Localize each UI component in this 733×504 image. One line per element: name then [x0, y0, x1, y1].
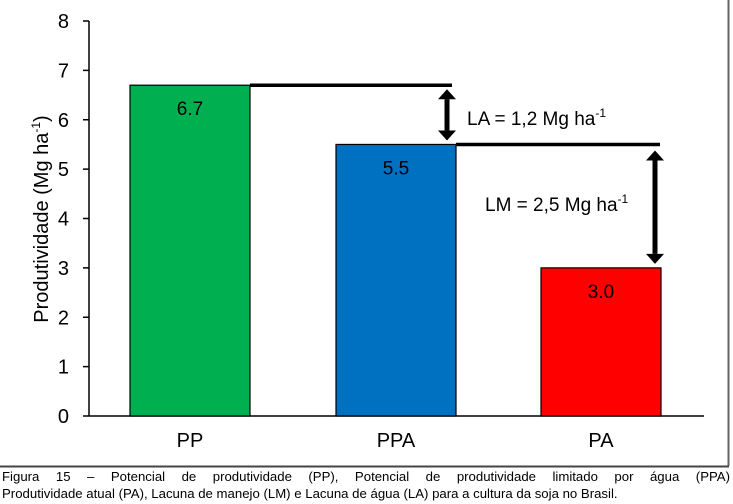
figure-caption-line-2: Produtividade atual (PA), Lacuna de mane…: [2, 486, 618, 501]
y-tick-label: 5: [58, 159, 69, 181]
bar-ppa: [335, 143, 457, 417]
y-tick-label: 3: [58, 258, 69, 280]
arrow-head-up: [438, 89, 456, 100]
x-category-label: PA: [588, 430, 614, 452]
y-tick-label: 0: [58, 406, 69, 428]
y-tick-label: 4: [58, 209, 69, 231]
bars: 6.7 PP 5.5 PPA 3.0 PA: [129, 84, 662, 452]
bar-pa: [540, 267, 662, 417]
figure-caption-line-1: Figura 15 – Potencial de produtividade (…: [2, 469, 730, 484]
arrow-head-down: [646, 253, 664, 264]
bar-pp: [129, 84, 251, 417]
la-annotation: LA = 1,2 Mg ha-1: [467, 106, 606, 130]
bar-value-label: 6.7: [177, 99, 203, 120]
annotation-superscript: -1: [595, 106, 606, 120]
annotations: LA = 1,2 Mg ha-1LM = 2,5 Mg ha-1: [250, 83, 664, 264]
bar-chart: Produtividade (Mg ha-1) 0 1 2 3 4 5 6 7 8 6.7 PP 5…: [0, 0, 730, 468]
annotation-text: LM = 2,5 Mg ha: [485, 195, 618, 216]
lm-annotation: LM = 2,5 Mg ha-1: [485, 192, 629, 216]
x-category-label: PPA: [377, 430, 416, 452]
y-axis-label-superscript: -1: [29, 122, 43, 133]
bar-value-label: 3.0: [588, 282, 614, 303]
y-axis-label-close: ): [31, 115, 53, 122]
annotation-text: LA = 1,2 Mg ha: [467, 109, 596, 130]
y-tick-label: 6: [58, 110, 69, 132]
bar-value-label: 5.5: [383, 158, 409, 179]
la-double-arrow-icon: [438, 89, 456, 141]
annotation-superscript: -1: [618, 192, 629, 206]
arrow-head-down: [438, 130, 456, 141]
y-tick-label: 2: [58, 307, 69, 329]
y-axis-label: Produtividade (Mg ha-1): [29, 115, 53, 322]
y-tick-label: 1: [58, 357, 69, 379]
y-tick-label: 8: [58, 11, 69, 33]
x-category-label: PP: [177, 430, 204, 452]
arrow-head-up: [646, 150, 664, 161]
lm-double-arrow-icon: [646, 150, 664, 264]
y-tick-label: 7: [58, 60, 69, 82]
